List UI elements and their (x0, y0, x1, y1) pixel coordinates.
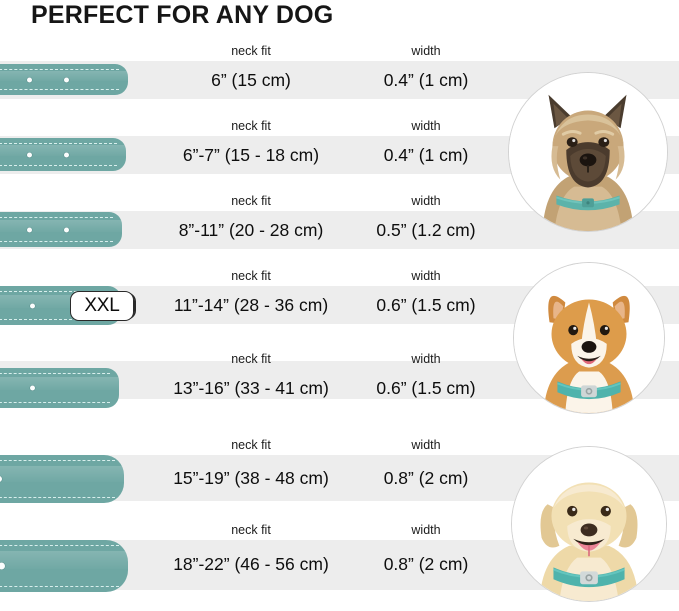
collar-strap (0, 455, 124, 503)
collar-strap (0, 212, 122, 247)
column-header-width: width (411, 194, 441, 208)
collar-hole (64, 227, 69, 232)
collar-strap (0, 138, 126, 171)
column-header-width: width (411, 523, 441, 537)
page-title: PERFECT FOR ANY DOG (31, 1, 334, 29)
cell-width: 0.8” (2 cm) (383, 468, 469, 488)
column-header-width: width (411, 119, 441, 133)
collar-hole (64, 77, 69, 82)
cell-width: 0.8” (2 cm) (383, 554, 469, 574)
column-header-neck-fit: neck fit (231, 438, 271, 452)
labrador-dog-photo (511, 446, 667, 602)
collar-sheen (0, 145, 126, 157)
cell-width: 0.5” (1.2 cm) (376, 220, 476, 240)
column-header-width: width (411, 269, 441, 283)
cell-neck-fit: 13”-16” (33 - 41 cm) (173, 378, 329, 398)
cell-width: 0.6” (1.5 cm) (376, 295, 476, 315)
cell-neck-fit: 15”-19” (38 - 48 cm) (173, 468, 329, 488)
corgi-dog-photo (513, 262, 665, 414)
collar-hole (64, 152, 69, 157)
labrador-illustration (512, 447, 666, 601)
collar-hole (27, 227, 32, 232)
collar-hole (30, 385, 35, 391)
column-header-width: width (411, 438, 441, 452)
collar-hole (0, 562, 5, 570)
collar-sheen (0, 551, 128, 570)
column-header-neck-fit: neck fit (231, 523, 271, 537)
cell-neck-fit: 18”-22” (46 - 56 cm) (173, 554, 329, 574)
collar-sheen (0, 219, 122, 232)
cell-neck-fit: 6”-7” (15 - 18 cm) (182, 145, 320, 165)
collar-strap (0, 540, 128, 592)
column-header-neck-fit: neck fit (231, 44, 271, 58)
column-header-width: width (411, 352, 441, 366)
cell-neck-fit: 8”-11” (20 - 28 cm) (178, 220, 324, 240)
collar-strap (0, 64, 128, 95)
column-header-neck-fit: neck fit (231, 119, 271, 133)
small-terrier-illustration (509, 73, 667, 231)
column-header-neck-fit: neck fit (231, 352, 271, 366)
collar-hole (27, 152, 32, 157)
column-header-width: width (411, 44, 441, 58)
collar-strap (0, 368, 119, 408)
cell-width: 0.4” (1 cm) (383, 70, 469, 90)
cell-neck-fit: 6” (15 cm) (211, 70, 291, 90)
column-header-neck-fit: neck fit (231, 194, 271, 208)
collar-hole (0, 476, 2, 482)
small-terrier-dog-photo (508, 72, 668, 232)
collar-sheen (0, 376, 119, 391)
collar-sheen (0, 465, 124, 482)
collar-hole (30, 303, 35, 308)
size-badge-xxl: XXL (70, 290, 134, 321)
corgi-illustration (514, 263, 664, 413)
collar-hole (27, 77, 32, 82)
cell-width: 0.6” (1.5 cm) (376, 378, 476, 398)
column-header-neck-fit: neck fit (231, 269, 271, 283)
cell-width: 0.4” (1 cm) (383, 145, 469, 165)
cell-neck-fit: 11”-14” (28 - 36 cm) (173, 295, 329, 315)
